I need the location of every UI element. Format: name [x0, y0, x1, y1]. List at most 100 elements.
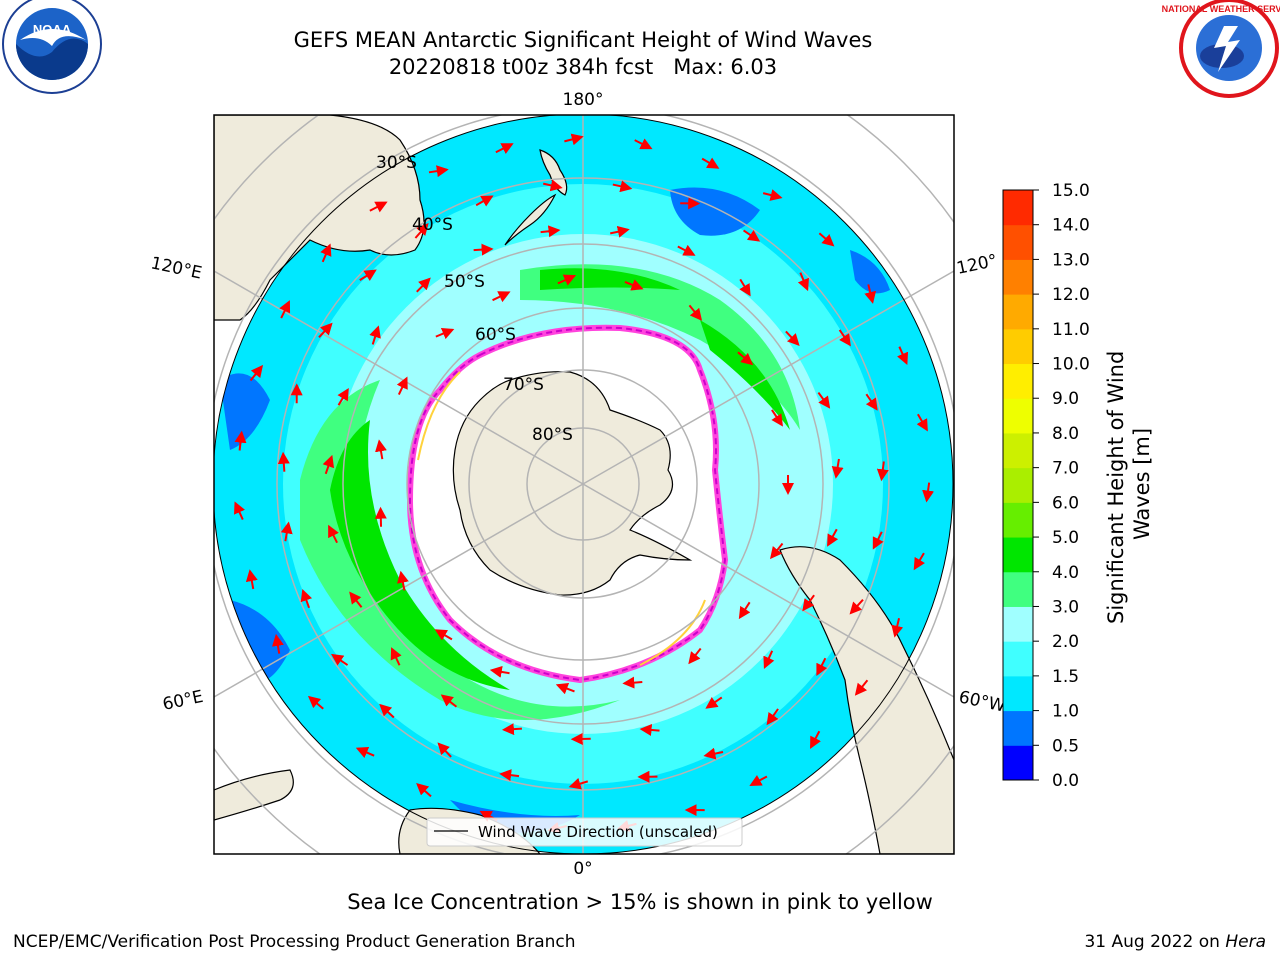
wave-direction-arrow — [739, 278, 751, 297]
colorbar-tick-label: 12.0 — [1052, 285, 1090, 305]
colorbar-bin — [1003, 294, 1033, 330]
wave-direction-arrow — [369, 325, 381, 345]
wave-direction-arrow — [766, 708, 779, 726]
wave-direction-arrow — [703, 747, 724, 760]
wave-direction-arrow — [328, 524, 339, 544]
wave-direction-arrow — [337, 387, 349, 406]
antarctica — [452, 371, 693, 596]
wave-direction-arrow — [838, 329, 851, 347]
wave-direction-arrow — [610, 225, 630, 238]
wave-direction-arrow — [624, 279, 644, 291]
wave-direction-arrow — [428, 165, 449, 178]
colorbar-bin — [1003, 502, 1033, 538]
wave-direction-arrow — [349, 591, 363, 608]
lon-label-120w: 120° — [955, 251, 999, 279]
wave-direction-arrow — [390, 647, 402, 666]
wave-direction-arrow — [271, 633, 284, 654]
lon-label-180: 180° — [563, 90, 604, 110]
wave-direction-arrow — [897, 346, 909, 366]
wave-direction-arrow — [568, 777, 589, 790]
wave-direction-arrow — [797, 272, 809, 292]
wave-direction-arrow — [701, 157, 720, 169]
wave-direction-arrow — [396, 376, 408, 395]
wave-direction-arrow — [622, 676, 643, 689]
wave-direction-arrow — [473, 243, 494, 256]
wave-direction-arrow — [827, 528, 839, 547]
wave-direction-arrow — [677, 244, 696, 256]
wave-direction-arrow — [612, 180, 633, 193]
colorbar-bin — [1003, 606, 1033, 642]
colorbar-tick-label: 7.0 — [1052, 459, 1079, 479]
wave-direction-arrow — [817, 391, 831, 409]
colorbar-tick-label: 6.0 — [1052, 493, 1079, 513]
chart-subtitle: 20220818 t00z 384h fcst Max: 6.03 — [388, 55, 778, 79]
lat-label-70s: 70°S — [503, 375, 544, 395]
wave-direction-arrow — [555, 683, 575, 695]
credit-text: NCEP/EMC/Verification Post Processing Pr… — [13, 932, 576, 952]
lon-label-0: 0° — [573, 859, 592, 879]
wave-direction-arrow — [300, 588, 313, 609]
land-masses — [214, 115, 954, 854]
wave-direction-arrow — [913, 552, 925, 571]
wave-direction-arrow — [738, 601, 751, 620]
wave-direction-arrow — [916, 413, 928, 432]
wave-direction-arrow — [854, 679, 869, 696]
wave-direction-arrow — [280, 521, 293, 542]
lat-label-30s: 30°S — [376, 153, 417, 173]
wave-direction-arrow — [437, 742, 452, 758]
lon-label-60w: 60°W — [957, 687, 1007, 716]
wave-direction-arrow — [414, 223, 429, 239]
lat-label-80s: 80°S — [532, 425, 573, 445]
wave-direction-arrow — [495, 143, 514, 155]
colorbar-bin — [1003, 537, 1033, 573]
wave-direction-arrow — [249, 364, 264, 382]
wave-direction-arrow — [802, 594, 815, 612]
wave-direction-arrow — [245, 569, 258, 590]
wave-direction-arrow — [379, 703, 395, 719]
wave-direction-arrow — [234, 430, 247, 451]
wave-direction-arrow — [277, 451, 290, 472]
wave-direction-arrow — [891, 617, 904, 638]
wave-direction-arrow — [634, 138, 653, 150]
wave-direction-arrow — [818, 232, 835, 247]
wave-direction-arrow — [810, 730, 821, 749]
colorbar-bin — [1003, 398, 1033, 434]
wave-direction-arrow — [489, 665, 510, 678]
legend-label: Wind Wave Direction (unscaled) — [478, 823, 718, 841]
wave-direction-arrow — [307, 695, 324, 710]
wave-direction-arrow — [416, 782, 432, 798]
lon-label-60e: 60°E — [161, 687, 205, 715]
colorbar-bin — [1003, 190, 1033, 226]
wave-direction-arrow — [499, 769, 520, 782]
colorbar-tick-label: 1.0 — [1052, 702, 1079, 722]
lat-label-50s: 50°S — [444, 272, 485, 292]
graticule — [214, 115, 954, 854]
wave-direction-arrow — [434, 629, 453, 641]
wave-direction-arrow — [318, 322, 333, 338]
australia — [214, 115, 425, 321]
colorbar-bin — [1003, 363, 1033, 399]
wave-direction-arrow — [639, 723, 660, 736]
colorbar-bin — [1003, 675, 1033, 712]
wave-direction-arrow — [762, 189, 783, 201]
colorbar-tick-label: 10.0 — [1052, 355, 1090, 375]
colorbar-bin — [1003, 710, 1033, 746]
wave-direction-arrow — [705, 696, 723, 709]
wave-direction-arrow — [872, 531, 884, 550]
wave-direction-arrow — [397, 570, 409, 591]
colorbar-tick-label: 0.0 — [1052, 771, 1079, 791]
colorbar-label: Significant Height of Wind Waves [m] — [1104, 344, 1154, 624]
wave-direction-arrow — [540, 225, 561, 238]
machine-name: Hera — [1225, 932, 1266, 952]
colorbar-tick-label: 2.0 — [1052, 632, 1079, 652]
wave-direction-arrow — [440, 694, 458, 708]
lat-label-40s: 40°S — [412, 215, 453, 235]
chart-title: GEFS MEAN Antarctic Significant Height o… — [293, 28, 873, 52]
wave-direction-arrow — [234, 501, 245, 520]
wave-direction-arrow — [375, 439, 387, 460]
colorbar-bin — [1003, 467, 1033, 503]
colorbar-tick-label: 4.0 — [1052, 563, 1079, 583]
colorbar-tick-label: 9.0 — [1052, 389, 1079, 409]
wave-direction-arrow — [849, 598, 864, 615]
colorbar-bin — [1003, 641, 1033, 677]
